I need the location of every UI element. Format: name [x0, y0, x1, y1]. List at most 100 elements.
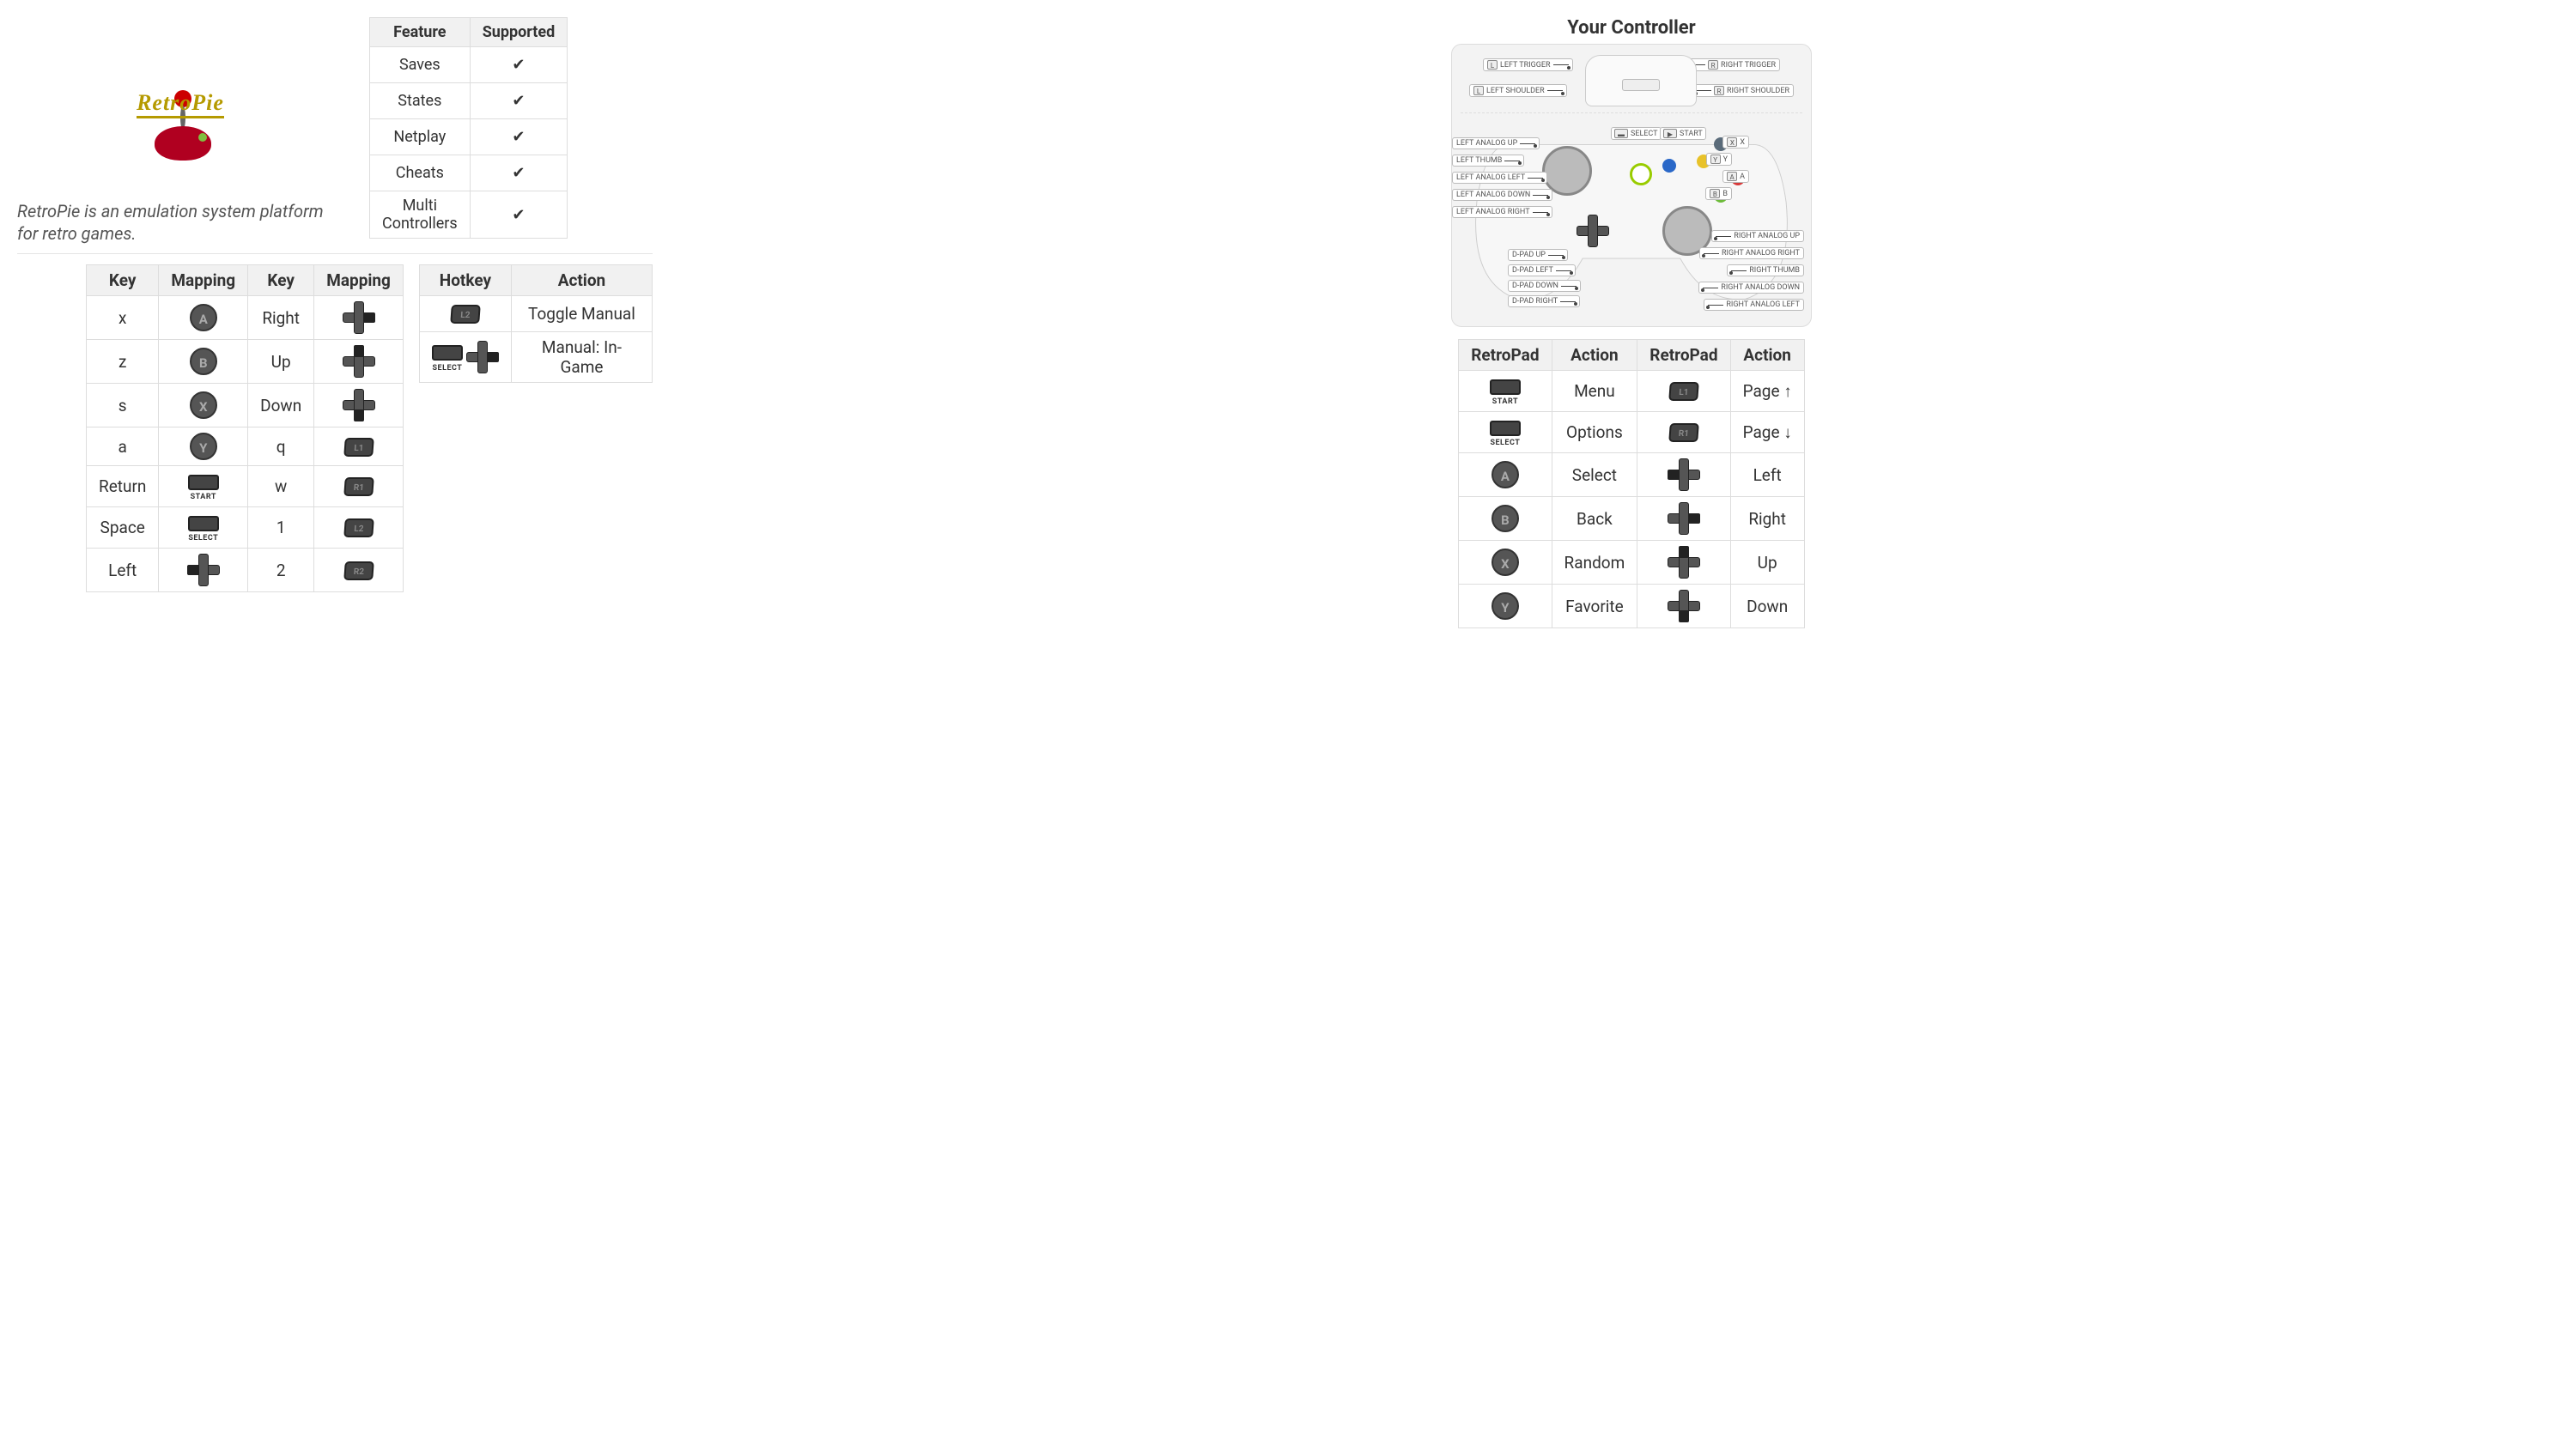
a-button-icon: A [1492, 461, 1519, 488]
rp-icon1: X [1459, 541, 1552, 585]
rp-action2: Page ↓ [1730, 412, 1804, 453]
dpad-left-icon [1668, 458, 1700, 491]
km-key2: q [248, 427, 314, 466]
hk-action: Manual: In-Game [511, 332, 652, 383]
label-start: ▶START [1660, 127, 1706, 140]
km-map2 [314, 340, 404, 384]
header-row: RetroPie RetroPie is an emulation system… [17, 17, 653, 254]
hk-col-hotkey: Hotkey [419, 265, 511, 296]
rp-action1: Select [1552, 453, 1637, 497]
rp-icon2: L1 [1637, 371, 1730, 412]
logo-block: RetroPie RetroPie is an emulation system… [17, 17, 343, 245]
retropad-row: A Select Left [1459, 453, 1805, 497]
rp-col-2: Action [1552, 340, 1637, 371]
km-map2 [314, 296, 404, 340]
dpad-up-icon [1668, 546, 1700, 579]
feature-name: Cheats [370, 155, 471, 191]
features-row: Multi Controllers✔ [370, 191, 568, 239]
dpad-left-icon [187, 554, 220, 586]
km-col-key1: Key [87, 265, 159, 296]
label-right-analog-left: RIGHT ANALOG LEFT [1704, 299, 1804, 311]
feature-name: Netplay [370, 119, 471, 155]
label-left-trigger: L LEFT TRIGGER [1483, 58, 1573, 71]
tagline: RetroPie is an emulation system platform… [17, 200, 343, 245]
features-row: Saves✔ [370, 47, 568, 83]
rp-action1: Random [1552, 541, 1637, 585]
km-map2: R1 [314, 466, 404, 507]
km-map2: R2 [314, 549, 404, 592]
km-key1: Return [87, 466, 159, 507]
km-map1: START [159, 466, 248, 507]
hotkey-row: L2Toggle Manual [419, 296, 652, 332]
rp-col-3: RetroPad [1637, 340, 1730, 371]
rp-action2: Left [1730, 453, 1804, 497]
label-dpad-right: D-PAD RIGHT [1508, 295, 1580, 307]
retropad-row: SELECT OptionsR1Page ↓ [1459, 412, 1805, 453]
label-right-analog-up: RIGHT ANALOG UP [1711, 230, 1804, 242]
km-map1: B [159, 340, 248, 384]
label-left-analog-left: LEFT ANALOG LEFT [1452, 172, 1547, 184]
km-col-map2: Mapping [314, 265, 404, 296]
y-button-icon: Y [190, 433, 217, 460]
key-mapping-row: zBUp [87, 340, 404, 384]
features-row: States✔ [370, 83, 568, 119]
features-col-feature: Feature [370, 18, 471, 47]
km-key2: Up [248, 340, 314, 384]
y-button-icon: Y [1492, 592, 1519, 620]
retropad-row: STARTMenuL1Page ↑ [1459, 371, 1805, 412]
dpad-down-icon [343, 389, 375, 421]
feature-supported: ✔ [470, 119, 568, 155]
rp-icon2: R1 [1637, 412, 1730, 453]
hk-action: Toggle Manual [511, 296, 652, 332]
km-map2 [314, 384, 404, 427]
rp-icon2 [1637, 585, 1730, 628]
km-key1: x [87, 296, 159, 340]
rp-icon1: B [1459, 497, 1552, 541]
b-button-icon: B [190, 348, 217, 375]
l1-button-icon: L1 [343, 438, 374, 457]
rp-action2: Up [1730, 541, 1804, 585]
retropad-row: BBackRight [1459, 497, 1805, 541]
key-mapping-table: Key Mapping Key Mapping xARightzBUpsXDow… [86, 264, 404, 592]
x-button-icon: X [1492, 549, 1519, 576]
hk-col-action: Action [511, 265, 652, 296]
controller-title: Your Controller [1567, 17, 1696, 39]
feature-supported: ✔ [470, 191, 568, 239]
rp-col-1: RetroPad [1459, 340, 1552, 371]
label-right-analog-down: RIGHT ANALOG DOWN [1698, 282, 1804, 294]
label-right-trigger: R RIGHT TRIGGER [1686, 58, 1780, 71]
label-y: YY [1706, 153, 1732, 166]
dpad-right-icon [343, 301, 375, 334]
label-right-shoulder: R RIGHT SHOULDER [1692, 84, 1794, 97]
km-map1: SELECT [159, 507, 248, 549]
km-key2: Right [248, 296, 314, 340]
guide-button-icon [1630, 163, 1652, 185]
dpad-right-icon [466, 341, 499, 373]
retropie-logo-icon: RetroPie [107, 90, 253, 193]
hotkey-table: Hotkey Action L2Toggle ManualSELECTManua… [419, 264, 653, 383]
km-col-key2: Key [248, 265, 314, 296]
features-table: Feature Supported Saves✔States✔Netplay✔C… [369, 17, 568, 239]
rp-action1: Options [1552, 412, 1637, 453]
km-key2: 2 [248, 549, 314, 592]
feature-supported: ✔ [470, 83, 568, 119]
feature-name: Multi Controllers [370, 191, 471, 239]
label-a: AA [1722, 170, 1749, 183]
label-dpad-down: D-PAD DOWN [1508, 280, 1581, 292]
logo-text: RetroPie [137, 90, 224, 118]
km-key1: Left [87, 549, 159, 592]
label-dpad-up: D-PAD UP [1508, 249, 1568, 261]
key-mapping-row: Left 2 R2 [87, 549, 404, 592]
select-button-icon: SELECT [1471, 417, 1539, 447]
rp-icon2 [1637, 497, 1730, 541]
key-mapping-row: ReturnSTARTwR1 [87, 466, 404, 507]
start-button-icon: START [171, 471, 235, 501]
select-button-icon: SELECT [171, 512, 235, 543]
r1-button-icon: R1 [343, 477, 374, 496]
label-left-shoulder: L LEFT SHOULDER [1469, 84, 1567, 97]
km-map1: A [159, 296, 248, 340]
feature-name: Saves [370, 47, 471, 83]
label-dpad-left: D-PAD LEFT [1508, 264, 1576, 276]
r2-button-icon: R2 [343, 561, 374, 580]
km-col-map1: Mapping [159, 265, 248, 296]
